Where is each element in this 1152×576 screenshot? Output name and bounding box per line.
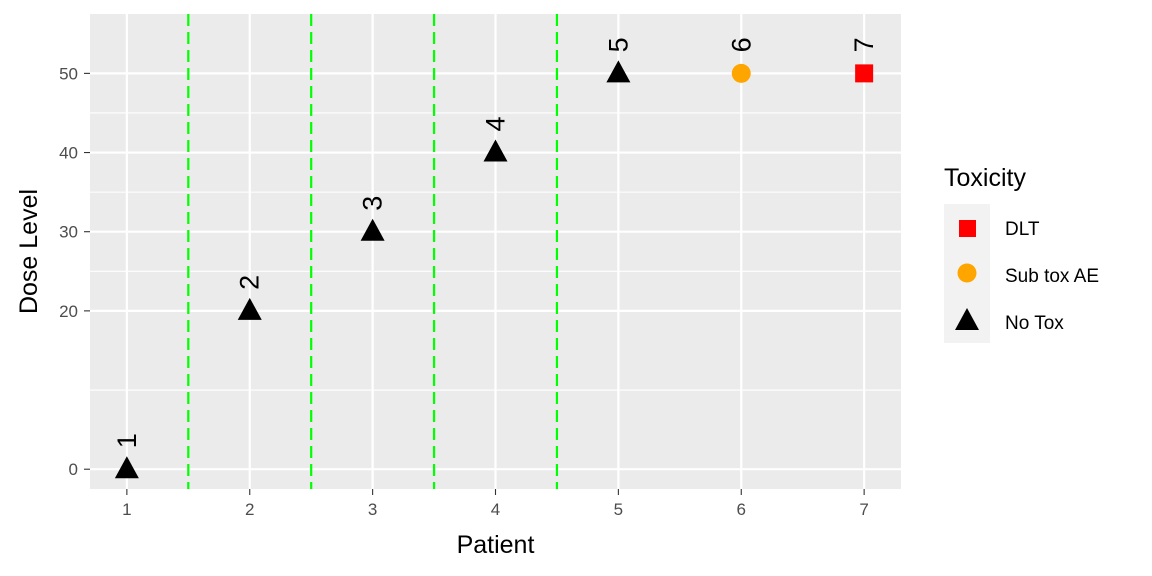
x-tick-label: 2 [245, 500, 254, 519]
legend: Toxicity DLT Sub tox AE No Tox [944, 164, 1099, 343]
y-axis-title: Dose Level [15, 189, 43, 314]
point-label: 2 [235, 275, 265, 290]
point-label: 3 [358, 196, 388, 211]
legend-label-sub-tox-ae: Sub tox AE [1005, 266, 1099, 287]
x-tick-label: 1 [122, 500, 131, 519]
legend-key-dlt [959, 220, 976, 237]
y-axis-ticks: 0 20 30 40 50 [59, 64, 90, 479]
x-axis-title: Patient [457, 531, 535, 559]
data-points [114, 60, 874, 479]
x-tick-label: 7 [859, 500, 868, 519]
data-point-sub-tox-ae [731, 63, 751, 83]
legend-key-sub-tox-ae [957, 263, 977, 283]
point-label: 6 [726, 37, 756, 52]
legend-title: Toxicity [944, 164, 1026, 192]
data-point-no-tox [114, 456, 139, 479]
legend-label-no-tox: No Tox [1005, 313, 1064, 334]
data-point-no-tox [237, 297, 262, 320]
y-tick-label: 50 [59, 64, 78, 83]
x-tick-label: 6 [737, 500, 746, 519]
y-tick-label: 40 [59, 144, 78, 163]
data-point-no-tox [483, 139, 508, 162]
x-tick-label: 3 [368, 500, 377, 519]
legend-key-no-tox [955, 308, 979, 330]
x-tick-label: 4 [491, 500, 500, 519]
data-point-dlt [855, 64, 874, 83]
point-label: 7 [849, 37, 879, 52]
y-tick-label: 0 [69, 460, 78, 479]
legend-label-dlt: DLT [1005, 219, 1040, 240]
x-tick-label: 5 [614, 500, 623, 519]
reference-lines [187, 14, 559, 489]
point-label: 5 [603, 37, 633, 52]
point-label: 4 [481, 117, 511, 132]
point-labels: 1 2 3 4 5 6 7 [112, 37, 879, 448]
point-label: 1 [112, 433, 142, 448]
y-tick-label: 20 [59, 302, 78, 321]
y-tick-label: 30 [59, 223, 78, 242]
data-point-no-tox [360, 218, 385, 241]
grid-lines [90, 14, 901, 489]
x-axis-ticks: 1 2 3 4 5 6 7 [122, 489, 869, 519]
data-point-no-tox [606, 60, 631, 83]
